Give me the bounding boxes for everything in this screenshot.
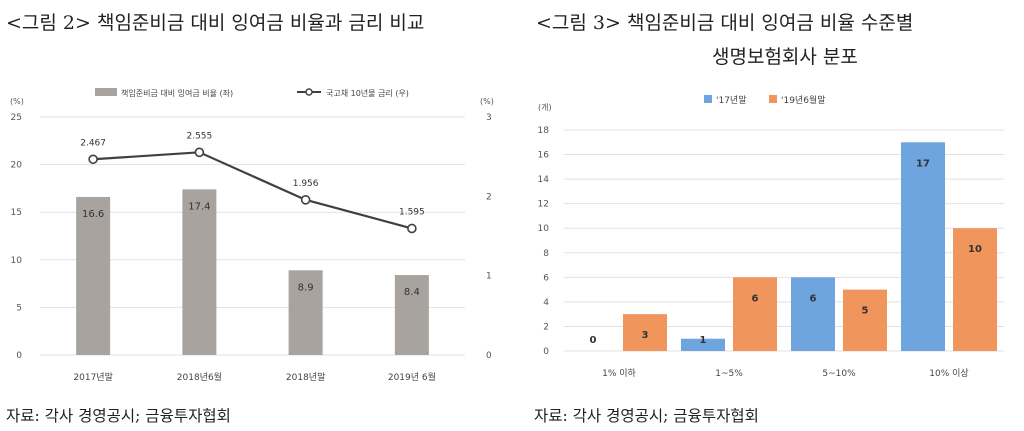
bar-value-label: 10: [968, 244, 982, 255]
y-tick-label-left: 25: [11, 113, 22, 123]
line-value-label: 1.956: [293, 179, 319, 189]
bar: [901, 142, 945, 351]
bar: [288, 270, 323, 355]
x-tick-label: 2018년말: [286, 371, 325, 383]
line-point: [88, 154, 98, 165]
y-tick-label-right: 3: [486, 113, 492, 123]
bar: [843, 289, 887, 351]
line-point: [407, 223, 417, 234]
y-tick-label: 18: [538, 126, 550, 136]
x-tick-label: 5~10%: [822, 369, 856, 379]
legend-label-17: '17년말: [716, 94, 747, 106]
line-value-label: 2.555: [186, 131, 212, 141]
y-tick-label-left: 10: [11, 256, 23, 266]
bar-value-label: 0: [590, 335, 597, 346]
y-tick-label-left: 20: [11, 161, 23, 171]
bar-value-label: 1: [700, 335, 707, 346]
bar: [791, 277, 835, 351]
y-tick-label: 12: [538, 200, 549, 210]
legend-bar-label: 책임준비금 대비 잉여금 비율 (좌): [121, 88, 233, 98]
x-tick-label: 2018년6월: [177, 371, 222, 383]
bar-value-label: 6: [810, 293, 817, 304]
y-tick-label: 2: [543, 322, 549, 332]
bar-value-label: 17.4: [188, 201, 210, 212]
left-source-note: 자료: 각사 경영공시; 금융투자협회: [6, 407, 231, 425]
y-tick-label: 14: [538, 175, 550, 185]
y-tick-label: 10: [538, 224, 550, 234]
x-tick-label: 2017년말: [73, 371, 112, 383]
y-tick-label-left: 5: [16, 303, 22, 313]
line-value-label: 2.467: [80, 138, 106, 148]
bar: [76, 196, 111, 355]
line-value-label: 1.595: [399, 207, 425, 217]
left-y-axis-unit: (%): [10, 97, 24, 106]
y-axis-unit: (개): [538, 102, 552, 112]
bar-value-label: 8.9: [298, 282, 314, 293]
line-point: [300, 195, 311, 205]
right-chart-title-line1: <그림 3> 책임준비금 대비 잉여금 비율 수준별: [536, 12, 914, 34]
y-tick-label-left: 15: [11, 208, 22, 218]
y-tick-label-right: 1: [486, 272, 492, 282]
bar: [623, 314, 667, 351]
x-tick-label: 1~5%: [715, 369, 743, 379]
left-chart-title: <그림 2> 책임준비금 대비 잉여금 비율과 금리 비교: [6, 12, 425, 34]
y-tick-label: 0: [543, 347, 549, 357]
bar: [681, 338, 725, 351]
y-tick-label-right: 0: [486, 351, 492, 361]
bar-value-label: 6: [752, 293, 759, 304]
y-tick-label: 4: [543, 298, 549, 308]
right-y-axis-unit: (%): [480, 97, 494, 106]
legend-line-label: 국고채 10년물 금리 (우): [326, 88, 409, 98]
y-tick-label-left: 0: [16, 351, 22, 361]
legend-swatch-17: [704, 95, 712, 103]
y-tick-label-right: 2: [486, 192, 492, 202]
series-line: [93, 151, 413, 230]
x-tick-label: 1% 이하: [602, 368, 636, 379]
bar-value-label: 8.4: [404, 287, 420, 298]
legend-bar-swatch: [95, 88, 117, 96]
x-tick-label: 10% 이상: [929, 368, 968, 379]
bar: [733, 277, 777, 351]
bar-value-label: 5: [862, 306, 869, 317]
bar-value-label: 3: [642, 330, 649, 341]
y-tick-label: 16: [538, 151, 550, 161]
line-point: [194, 147, 205, 158]
bar: [953, 228, 997, 351]
y-tick-label: 6: [543, 273, 549, 283]
legend-label-19: '19년6월말: [781, 94, 826, 106]
legend-swatch-19: [769, 95, 777, 103]
x-tick-label: 2019년 6월: [388, 371, 436, 383]
legend-line-marker: [305, 88, 313, 96]
y-tick-label: 8: [543, 249, 549, 259]
left-chart: (%) (%) 0 5 10 15 20 25 0 1 2 3 16.6 2017년말 17.4 2018년6…: [10, 88, 494, 383]
bar-value-label: 16.6: [82, 209, 104, 220]
bar-value-label: 17: [916, 158, 930, 169]
bar: [394, 275, 429, 355]
right-chart-title-line2: 생명보험회사 분포: [712, 46, 858, 68]
bar: [182, 189, 217, 355]
right-source-note: 자료: 각사 경영공시; 금융투자협회: [534, 407, 759, 425]
